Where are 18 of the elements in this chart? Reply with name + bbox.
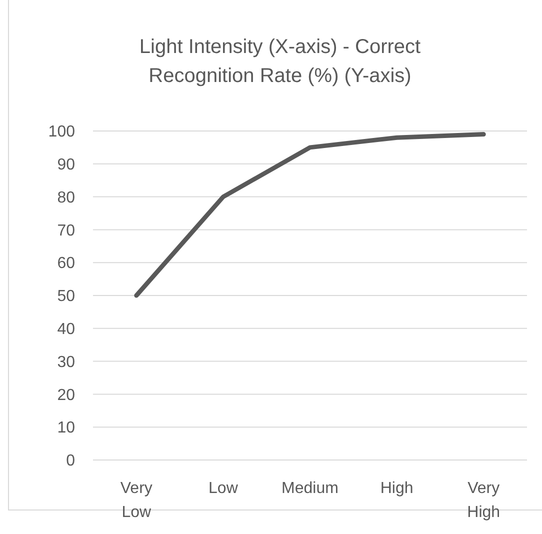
y-tick-label: 20 (57, 386, 76, 404)
y-tick-label: 10 (57, 420, 76, 437)
y-tick-label: 40 (57, 321, 76, 338)
chart-title: Light Intensity (X-axis) - Correct Recognition Rate (%) (Y-axis) (139, 36, 422, 87)
y-tick-label: 100 (48, 124, 76, 141)
line-series (134, 132, 486, 298)
y-tick-label: 50 (57, 288, 76, 306)
x-tick-label: Low (208, 480, 238, 497)
y-tick-label: 80 (57, 189, 76, 206)
y-tick-label: 60 (57, 255, 76, 272)
y-tick-label: 0 (66, 452, 76, 470)
x-tick-label: Very High (467, 480, 500, 521)
y-tick-label: 70 (57, 222, 76, 240)
y-tick-label: 30 (57, 354, 76, 371)
x-tick-label: High (380, 480, 414, 497)
y-tick-label: 90 (57, 156, 76, 174)
x-tick-label: Medium (282, 480, 338, 497)
x-tick-label: Very Low (120, 480, 152, 521)
